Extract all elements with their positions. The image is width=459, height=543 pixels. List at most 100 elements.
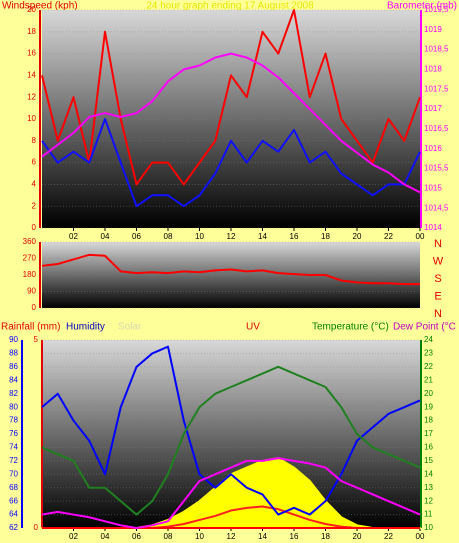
y-tick-label: 74 xyxy=(9,443,18,452)
x-tick-label: 06 xyxy=(132,232,141,241)
y-tick-label: 78 xyxy=(9,416,18,425)
series-line xyxy=(41,457,421,529)
x-tick-label: 14 xyxy=(258,232,267,241)
y2-tick-label: 1015 xyxy=(424,183,442,192)
x-tick-label: 10 xyxy=(195,232,204,241)
y-tick-label: 90 xyxy=(27,287,36,296)
dew-title: Dew Point (°C xyxy=(393,322,456,333)
y2-tick-label: 1017,5 xyxy=(424,84,449,93)
x-tick-label: 06 xyxy=(132,532,141,541)
y2-tick-label: 20 xyxy=(424,389,433,398)
y2-tick-label: 1018 xyxy=(424,65,442,74)
direction-label: N xyxy=(434,308,442,320)
y2-tick-label: 16 xyxy=(424,443,433,452)
y2-tick-label: 1014,5 xyxy=(424,203,449,212)
y2-tick-label: 1016,5 xyxy=(424,124,449,133)
y-tick-label: 10 xyxy=(27,114,36,123)
y-tick-label: 2 xyxy=(32,201,37,210)
y2-tick-label: 1016 xyxy=(424,144,442,153)
x-tick-label: 02 xyxy=(69,232,78,241)
direction-label: W xyxy=(433,255,444,267)
y-tick-label: 360 xyxy=(23,237,37,246)
y2-tick-label: 1018,5 xyxy=(424,45,449,54)
rain-axis-title: Rainfall (mm) xyxy=(1,322,60,333)
y2-tick-label: 23 xyxy=(424,349,433,358)
y-tick-label: 8 xyxy=(32,136,37,145)
y-tick-label: 0 xyxy=(32,303,37,312)
y-tick-label: 20 xyxy=(27,5,36,14)
y2-tick-label: 11 xyxy=(424,510,433,519)
y2-tick-label: 1017 xyxy=(424,104,442,113)
y2-tick-label: 21 xyxy=(424,375,433,384)
y-tick-label: 90 xyxy=(9,335,18,344)
chart-title: 24 hour graph ending 17 August 2008 xyxy=(146,1,314,12)
y-tick-label: 84 xyxy=(9,375,18,384)
y2-tick-label: 18 xyxy=(424,416,433,425)
direction-label: S xyxy=(434,273,441,285)
y-tick-label: 68 xyxy=(9,483,18,492)
uv-title: UV xyxy=(246,322,260,333)
y2-tick-label: 24 xyxy=(424,335,433,344)
y-tick-label: 82 xyxy=(9,389,18,398)
y2-tick-label: 1019 xyxy=(424,25,442,34)
y-tick-label: 86 xyxy=(9,362,18,371)
temp-title: Temperature (°C) xyxy=(312,322,389,333)
series-line xyxy=(41,365,421,516)
y-tick-label: 62 xyxy=(9,523,18,532)
y-tick-label: 270 xyxy=(23,254,37,263)
y2-tick-label: 1019,5 xyxy=(424,5,449,14)
y-tick-label: 16 xyxy=(27,49,36,58)
y2-tick-label: 14 xyxy=(424,469,433,478)
y-tick-label: 72 xyxy=(9,456,18,465)
y-tick-label: 14 xyxy=(27,71,36,80)
x-tick-label: 22 xyxy=(384,232,393,241)
y-tick-label: 80 xyxy=(9,402,18,411)
x-tick-label: 12 xyxy=(227,532,236,541)
y-tick-label: 70 xyxy=(9,469,18,478)
y-tick-label: 12 xyxy=(27,92,36,101)
y2-tick-label: 1015,5 xyxy=(424,164,449,173)
wind-axis-title: Windspeed (kph) xyxy=(2,1,78,12)
series-line xyxy=(41,253,420,286)
solar-title: Solar xyxy=(118,322,142,333)
y2-tick-label: 13 xyxy=(424,483,433,492)
series-line xyxy=(41,118,421,208)
y3-tick-label: 0 xyxy=(34,523,39,532)
x-tick-label: 00 xyxy=(416,232,425,241)
y2-tick-label: 19 xyxy=(424,402,433,411)
y2-tick-label: 17 xyxy=(424,429,433,438)
series-line xyxy=(41,52,421,194)
y-tick-label: 180 xyxy=(23,270,37,279)
x-tick-label: 20 xyxy=(353,232,362,241)
y2-tick-label: 10 xyxy=(424,523,433,532)
y3-tick-label: 5 xyxy=(34,335,39,344)
y-tick-label: 64 xyxy=(9,510,18,519)
direction-label: E xyxy=(434,290,441,302)
series-line xyxy=(41,345,421,516)
y2-tick-label: 1014 xyxy=(424,223,442,232)
direction-label: N xyxy=(434,238,442,250)
x-tick-label: 12 xyxy=(227,232,236,241)
y-tick-label: 6 xyxy=(32,158,37,167)
y-tick-label: 66 xyxy=(9,496,18,505)
humidity-title: Humidity xyxy=(66,322,105,333)
baro-axis-title: Barometer (mb) xyxy=(387,1,457,12)
x-tick-label: 16 xyxy=(290,532,299,541)
x-tick-label: 22 xyxy=(384,532,393,541)
series-line xyxy=(41,9,421,186)
y2-tick-label: 22 xyxy=(424,362,433,371)
x-tick-label: 02 xyxy=(69,532,78,541)
x-tick-label: 08 xyxy=(164,232,173,241)
x-tick-label: 18 xyxy=(321,532,330,541)
x-tick-label: 10 xyxy=(195,532,204,541)
x-tick-label: 18 xyxy=(321,232,330,241)
x-tick-label: 08 xyxy=(164,532,173,541)
x-tick-label: 04 xyxy=(101,532,110,541)
y-tick-label: 18 xyxy=(27,27,36,36)
y-tick-label: 76 xyxy=(9,429,18,438)
plot-area xyxy=(42,242,420,308)
y-tick-label: 88 xyxy=(9,349,18,358)
x-tick-label: 04 xyxy=(101,232,110,241)
y-tick-label: 0 xyxy=(32,223,37,232)
